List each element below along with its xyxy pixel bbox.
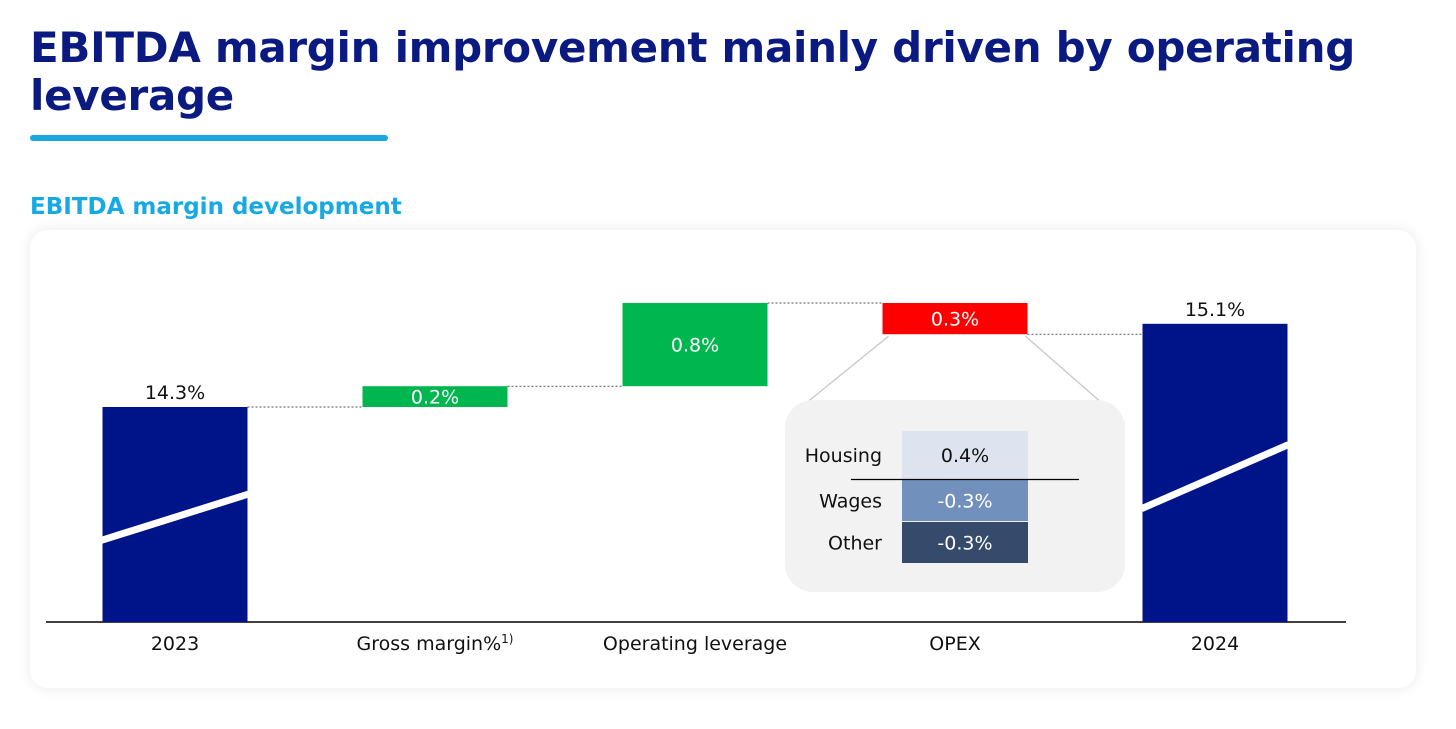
breakdown-bar-housing xyxy=(902,431,1028,479)
bar-operating-leverage xyxy=(622,303,768,387)
data-label-2023: 14.3% xyxy=(145,382,205,404)
x-tick-label-gross-margin: Gross margin%1) xyxy=(357,632,514,655)
data-label-2024: 15.1% xyxy=(1185,299,1245,321)
breakdown-value-other: -0.3% xyxy=(937,533,992,555)
data-label-opex: 0.3% xyxy=(931,309,979,331)
bar-gross-margin xyxy=(362,386,508,407)
x-tick-label-2023: 2023 xyxy=(151,633,199,655)
bar-opex xyxy=(882,303,1028,335)
breakdown-value-wages: -0.3% xyxy=(937,491,992,513)
breakdown-value-housing: 0.4% xyxy=(941,445,989,467)
title-underline xyxy=(30,135,388,141)
page-title: EBITDA margin improvement mainly driven … xyxy=(30,23,1355,120)
callout-line-right xyxy=(1025,335,1104,405)
chart-subtitle: EBITDA margin development xyxy=(30,194,402,220)
breakdown-bar-other xyxy=(902,522,1028,563)
axis-break-mark xyxy=(1140,441,1290,512)
breakdown-label-housing: Housing xyxy=(805,445,882,467)
breakdown-bar-wages xyxy=(902,480,1028,521)
axis-break-mark xyxy=(100,490,250,544)
data-label-gross-margin: 0.2% xyxy=(411,387,459,409)
x-tick-label-2024: 2024 xyxy=(1191,633,1239,655)
x-tick-label-operating-leverage: Operating leverage xyxy=(603,633,787,655)
breakdown-label-other: Other xyxy=(828,533,882,555)
x-tick-label-opex: OPEX xyxy=(929,633,980,655)
data-label-operating-leverage: 0.8% xyxy=(671,335,719,357)
breakdown-label-wages: Wages xyxy=(819,491,882,513)
callout-line-left xyxy=(804,335,889,405)
